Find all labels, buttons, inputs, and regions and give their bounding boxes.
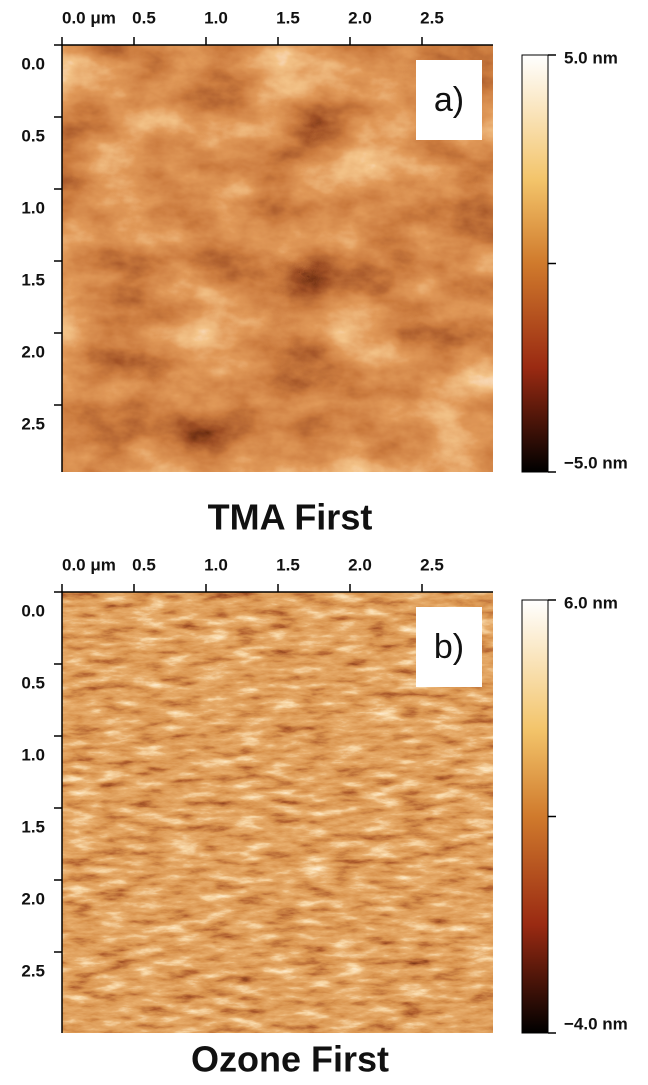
x-tick-label: 1.0 (204, 8, 228, 27)
panel-caption: TMA First (208, 497, 373, 538)
y-tick-label: 1.5 (21, 817, 45, 836)
colorbar-min-label: −5.0 nm (564, 453, 628, 472)
y-tick-label: 2.5 (21, 961, 45, 980)
y-tick-label: 2.5 (21, 414, 45, 433)
x-tick-label: 2.0 (348, 8, 372, 27)
x-tick-label: 0.5 (132, 555, 156, 574)
colorbar-max-label: 6.0 nm (564, 593, 618, 612)
y-tick-label: 1.0 (21, 198, 45, 217)
y-tick-label: 1.5 (21, 270, 45, 289)
x-tick-label: 1.5 (276, 555, 300, 574)
colorbar-min-label: −4.0 nm (564, 1014, 628, 1033)
colorbar (521, 599, 549, 1034)
y-tick-label: 0.5 (21, 126, 45, 145)
y-tick-label: 2.0 (21, 889, 45, 908)
x-tick-label: 2.5 (420, 555, 444, 574)
y-tick-label: 0.0 (21, 54, 45, 73)
x-tick-label: 1.5 (276, 8, 300, 27)
colorbar-max-label: 5.0 nm (564, 48, 618, 67)
x-tick-label: 0.0 μm (62, 8, 116, 27)
x-tick-label: 2.5 (420, 8, 444, 27)
x-tick-label: 1.0 (204, 555, 228, 574)
panel-caption: Ozone First (191, 1039, 389, 1080)
panel-label-box (416, 60, 482, 140)
panel: 0.0 μm 0.5 1.0 1.5 2.0 2.5 0.0 0.5 1.0 1.5 2.0 2.5 b… (21, 555, 627, 1079)
y-tick-label: 2.0 (21, 342, 45, 361)
colorbar (521, 54, 549, 473)
y-tick-label: 0.5 (21, 673, 45, 692)
panel-label: a) (434, 81, 464, 119)
panel-label-box (416, 607, 482, 687)
x-tick-label: 0.0 μm (62, 555, 116, 574)
panel: 0.0 μm 0.5 1.0 1.5 2.0 2.5 0.0 0.5 1.0 1.5 2.0 2.5 a… (21, 8, 627, 537)
panel-label: b) (434, 628, 464, 666)
x-tick-label: 0.5 (132, 8, 156, 27)
y-tick-label: 0.0 (21, 601, 45, 620)
y-tick-label: 1.0 (21, 745, 45, 764)
x-tick-label: 2.0 (348, 555, 372, 574)
